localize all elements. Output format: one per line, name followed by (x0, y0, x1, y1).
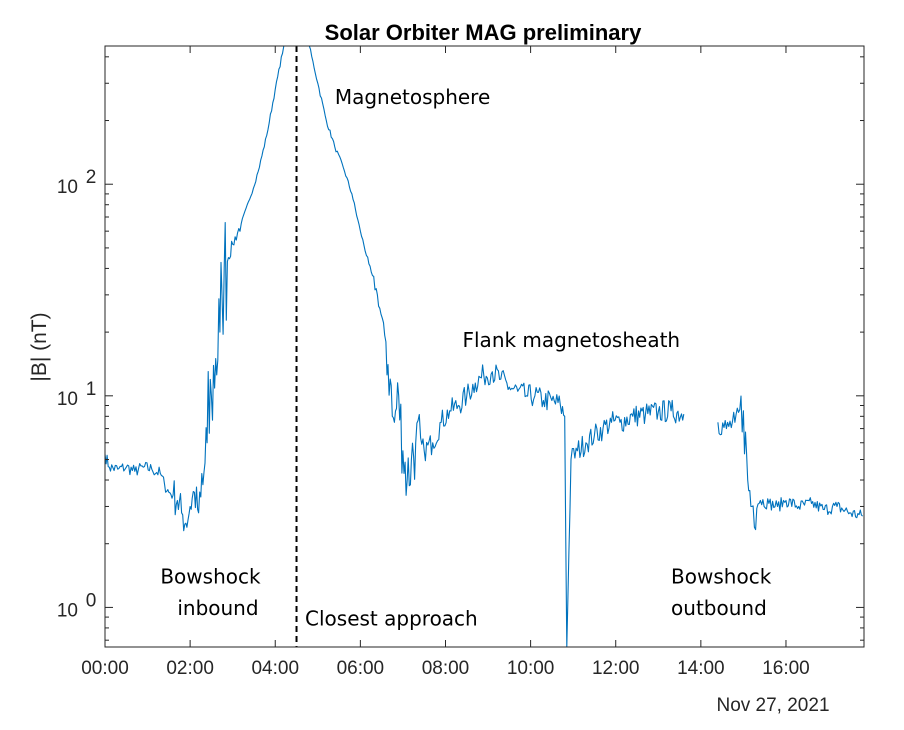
axes-box (104, 45, 865, 648)
annotations: Magnetosphere Flank magnetosheath Bowshock… (160, 85, 771, 631)
y-tick-label: 10 (57, 600, 78, 621)
x-tick-label: 04:00 (251, 658, 299, 679)
x-tick-label: 00:00 (81, 658, 129, 679)
x-tick-label: 02:00 (166, 658, 214, 679)
y-tick-label: 10 (57, 177, 78, 198)
annotation-label: Bowshock (671, 564, 772, 588)
series-line-0 (105, 46, 863, 647)
axes: 00:00 02:00 04:00 06:00 08:00 10:00 12:00 14:00… (57, 45, 865, 679)
x-tick-label: 14:00 (677, 658, 725, 679)
annotation-label: Closest approach (305, 607, 478, 631)
annotation-label: outbound (671, 596, 767, 620)
y-tick-exponent: 1 (86, 379, 97, 400)
y-tick-base: 10 (57, 177, 78, 198)
annotation-label: Magnetosphere (335, 85, 490, 109)
x-tick-label: 12:00 (592, 658, 640, 679)
chart-title: Solar Orbiter MAG preliminary (325, 20, 642, 45)
x-tick-label: 08:00 (422, 658, 470, 679)
annotation-label: inbound (177, 596, 258, 620)
x-tick-label: 10:00 (507, 658, 555, 679)
y-tick-label: 10 (57, 389, 78, 410)
annotation-label: Bowshock (160, 564, 261, 588)
plot-area (105, 46, 863, 647)
date-label: Nov 27, 2021 (716, 695, 829, 716)
y-axis-label: |B| (nT) (28, 312, 51, 381)
annotation-label: Flank magnetosheath (463, 328, 681, 352)
x-tick-label: 06:00 (337, 658, 385, 679)
x-tick-label: 16:00 (762, 658, 810, 679)
y-tick-base: 10 (57, 600, 78, 621)
y-tick-exponent: 0 (86, 590, 97, 611)
y-tick-exponent: 2 (86, 167, 97, 188)
y-tick-base: 10 (57, 389, 78, 410)
